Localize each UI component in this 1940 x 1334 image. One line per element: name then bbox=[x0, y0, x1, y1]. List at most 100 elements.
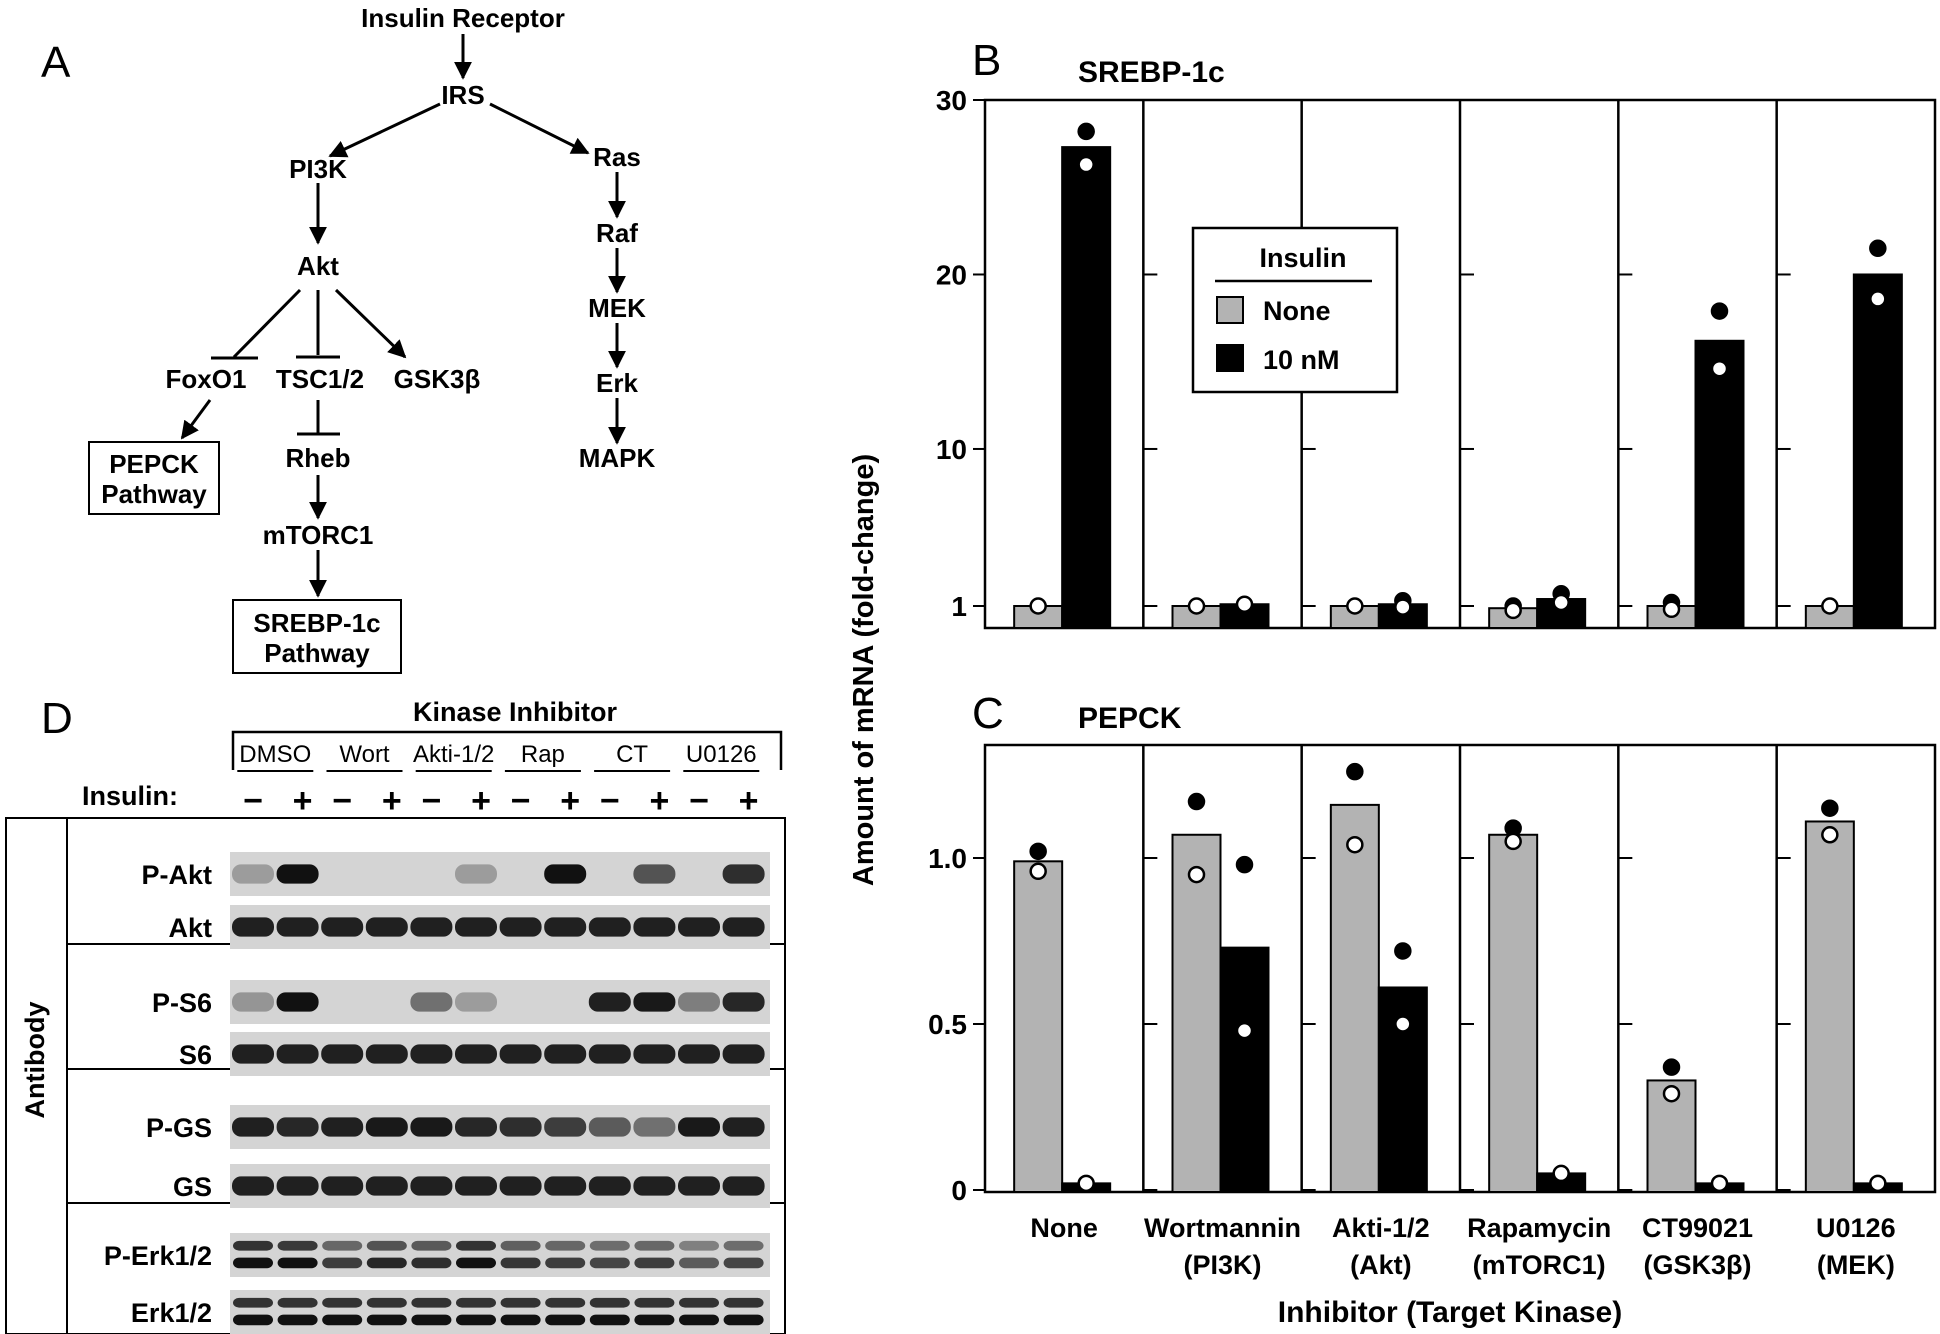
arrow-irs-pi3k bbox=[328, 102, 441, 158]
blot-band-lower bbox=[322, 1257, 363, 1269]
blot-band bbox=[544, 1176, 587, 1196]
blot-band bbox=[276, 1117, 319, 1137]
blot-band-upper bbox=[589, 1297, 630, 1308]
blot-band bbox=[633, 864, 676, 884]
blot-band bbox=[678, 1044, 720, 1064]
blot-band-upper bbox=[277, 1240, 318, 1251]
insulin-minus: − bbox=[689, 782, 709, 820]
chart-b-point bbox=[1552, 593, 1570, 612]
blot-band-lower bbox=[277, 1257, 318, 1269]
charts: B C SREBP-1c PEPCK Amount of mRNA (fold-… bbox=[848, 36, 1937, 1329]
blot-band-upper bbox=[233, 1240, 273, 1251]
blot-band bbox=[678, 917, 720, 937]
blot-band-lower bbox=[500, 1257, 541, 1269]
antibody-frame bbox=[5, 817, 786, 1334]
node-gsk: GSK3β bbox=[394, 364, 481, 394]
chart-c-ytick-label: 1.0 bbox=[928, 843, 967, 874]
x-category-label: Akti-1/2 bbox=[1332, 1213, 1430, 1243]
panel-label-b: B bbox=[972, 36, 1001, 85]
chart-b-ytick-label: 1 bbox=[951, 591, 967, 622]
x-category-label: U0126 bbox=[1816, 1213, 1896, 1243]
blot-band bbox=[410, 1117, 453, 1137]
insulin-plus: + bbox=[649, 782, 669, 820]
x-category-label: None bbox=[1030, 1213, 1098, 1243]
chart-c-point bbox=[1662, 1058, 1681, 1076]
node-mtorc1: mTORC1 bbox=[263, 520, 374, 550]
node-akt: Akt bbox=[297, 251, 339, 281]
blot-band bbox=[232, 917, 274, 937]
pepck-pathway-box bbox=[88, 441, 220, 515]
inhibit-akt-foxo1 bbox=[232, 288, 302, 359]
western-blot: D Kinase Inhibitor DMSO Wort Akti-1/2 Rap CT… bbox=[5, 694, 786, 1334]
x-category-sublabel: (Akt) bbox=[1350, 1250, 1412, 1280]
chart-c-point bbox=[1346, 762, 1364, 781]
arrow-foxo1-pepck bbox=[180, 399, 212, 440]
blot-band bbox=[455, 992, 497, 1012]
blot-band bbox=[678, 1117, 720, 1137]
blot-band-lower bbox=[679, 1314, 719, 1326]
chart-c-point bbox=[1869, 1174, 1887, 1193]
blot-band-upper bbox=[456, 1240, 496, 1251]
treatment-label: Wort bbox=[339, 741, 390, 768]
blot-row-label: Erk1/2 bbox=[131, 1298, 212, 1328]
blot-band-lower bbox=[411, 1314, 452, 1326]
blot-band-upper bbox=[634, 1297, 675, 1308]
chart-c-point bbox=[1235, 855, 1254, 874]
blot-band bbox=[232, 1176, 274, 1196]
chart-b-point bbox=[1869, 239, 1887, 258]
chart-c-point bbox=[1552, 1164, 1570, 1183]
blot-band bbox=[232, 1044, 274, 1064]
blot-band bbox=[722, 1117, 765, 1137]
blot-band bbox=[633, 1117, 676, 1137]
blot-band bbox=[276, 1044, 319, 1064]
blot-band bbox=[633, 1176, 676, 1196]
blot-band bbox=[455, 917, 497, 937]
blot-band-upper bbox=[589, 1240, 630, 1251]
panel-label-a: A bbox=[41, 38, 71, 87]
blot-band bbox=[722, 864, 765, 884]
x-category-label: Wortmannin bbox=[1144, 1213, 1301, 1243]
blot-band-lower bbox=[723, 1257, 764, 1269]
blot-band-lower bbox=[411, 1257, 452, 1269]
blot-band bbox=[232, 864, 274, 884]
blot-band-upper bbox=[322, 1240, 363, 1251]
blot-band bbox=[633, 917, 676, 937]
node-pepck-line1: PEPCK bbox=[109, 449, 199, 479]
node-irs: IRS bbox=[441, 80, 484, 110]
arrow-irs-ras bbox=[489, 102, 590, 155]
blot-band bbox=[276, 917, 319, 937]
blot-band-lower bbox=[723, 1314, 764, 1326]
srebp-pathway-box bbox=[232, 599, 402, 674]
panel-label-d: D bbox=[41, 694, 73, 743]
x-category-sublabel: (MEK) bbox=[1817, 1250, 1895, 1280]
blot-band bbox=[722, 917, 765, 937]
blot-band-upper bbox=[545, 1240, 586, 1251]
chart-b-point bbox=[1869, 290, 1887, 308]
chart-c-point bbox=[1662, 1084, 1681, 1103]
treatment-label: DMSO bbox=[239, 741, 311, 768]
blot-band-lower bbox=[634, 1257, 675, 1269]
blot-row-label: Akt bbox=[168, 913, 212, 943]
blot-band-lower bbox=[322, 1314, 363, 1326]
blot-band bbox=[455, 1117, 497, 1137]
blot-band-lower bbox=[456, 1314, 496, 1326]
node-pepck-line2: Pathway bbox=[101, 479, 207, 509]
blot-band bbox=[410, 1044, 453, 1064]
node-pi3k: PI3K bbox=[289, 154, 347, 184]
blot-band-upper bbox=[456, 1297, 496, 1308]
blot-band bbox=[722, 992, 765, 1012]
chart-b-point bbox=[1077, 155, 1095, 174]
node-foxo1: FoxO1 bbox=[166, 364, 247, 394]
blot-band bbox=[722, 1176, 765, 1196]
blot-strip-background bbox=[230, 852, 770, 896]
blot-row-label: GS bbox=[173, 1172, 212, 1202]
blot-row-label: P-Akt bbox=[141, 860, 212, 890]
insulin-minus: − bbox=[600, 782, 620, 820]
blot-band bbox=[455, 1044, 497, 1064]
blot-row-label: S6 bbox=[179, 1040, 212, 1070]
blot-band bbox=[678, 1176, 720, 1196]
chart-c-point bbox=[1394, 1015, 1412, 1033]
chart-c-title: PEPCK bbox=[1078, 702, 1182, 735]
insulin-plus: + bbox=[471, 782, 491, 820]
chart-c-point bbox=[1029, 842, 1047, 861]
